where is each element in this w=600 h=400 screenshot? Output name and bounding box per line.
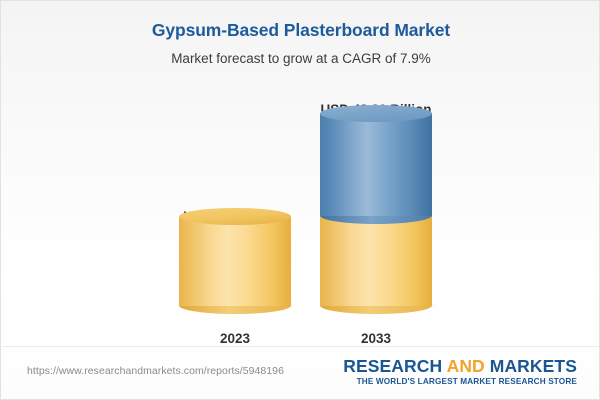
bar-cylinder-2023	[179, 207, 297, 314]
cylinder-top-ellipse	[320, 104, 432, 122]
source-url[interactable]: https://www.researchandmarkets.com/repor…	[27, 365, 284, 377]
chart-subtitle: Market forecast to grow at a CAGR of 7.9…	[171, 51, 431, 66]
category-label-2023: 2023	[219, 331, 251, 346]
logo-word-markets: MARKETS	[489, 356, 577, 376]
bar-segment-growth	[320, 104, 432, 224]
footer-divider	[2, 346, 599, 347]
research-and-markets-logo[interactable]: RESEARCH AND MARKETS THE WORLD'S LARGEST…	[343, 357, 577, 387]
logo-word-and: AND	[446, 356, 485, 376]
bar-segment-base	[179, 207, 291, 314]
cylinder-body	[179, 216, 291, 306]
page-title: Gypsum-Based Plasterboard Market	[151, 20, 451, 40]
cylinder-top-ellipse	[179, 207, 291, 225]
cylinder-body	[320, 216, 432, 306]
logo-word-research: RESEARCH	[343, 356, 443, 376]
logo-tagline: THE WORLD'S LARGEST MARKET RESEARCH STOR…	[356, 377, 577, 386]
bar-cylinder-2033	[320, 104, 438, 314]
cylinder-body	[320, 113, 432, 216]
chart-plot-area: USD 22.9 Billion 2023 USD 48.89 Billion	[1, 91, 599, 346]
category-label-2033: 2033	[360, 331, 392, 346]
chart-header: Gypsum-Based Plasterboard Market Market …	[1, 19, 599, 68]
bar-segment-base	[320, 216, 432, 314]
logo-wordmark: RESEARCH AND MARKETS	[343, 357, 577, 376]
